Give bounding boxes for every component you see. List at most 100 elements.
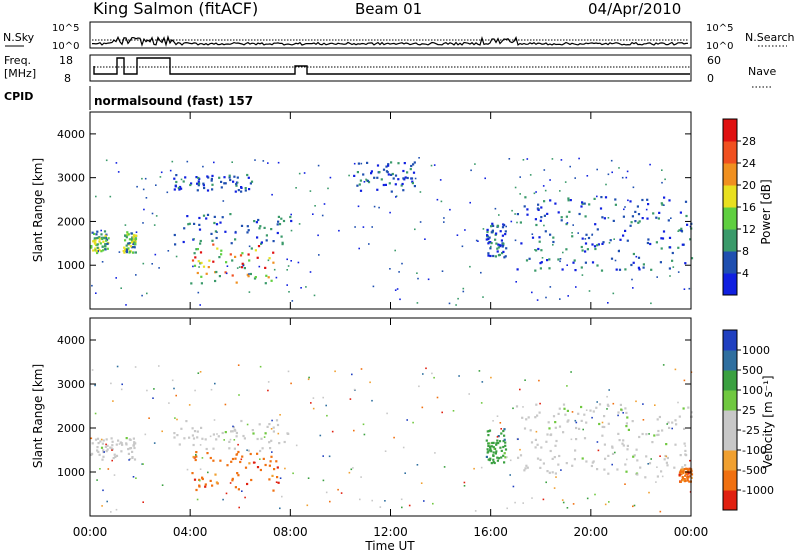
data-cell (132, 437, 135, 440)
data-cell (199, 304, 201, 306)
data-cell (661, 429, 664, 432)
data-cell (519, 388, 521, 391)
data-cell (492, 458, 495, 461)
data-cell (238, 506, 240, 509)
data-cell (219, 221, 222, 224)
data-cell (502, 445, 505, 449)
data-cell (494, 452, 497, 455)
data-cell (660, 470, 663, 473)
data-cell (178, 188, 181, 191)
data-cell (624, 206, 626, 208)
data-cell (416, 272, 418, 274)
data-cell (531, 236, 535, 239)
data-cell (496, 250, 499, 253)
data-cell (680, 227, 683, 230)
data-cell (252, 461, 256, 464)
data-cell (173, 177, 176, 180)
data-cell (212, 459, 215, 462)
data-cell (689, 475, 692, 478)
data-cell (232, 180, 235, 183)
data-cell (651, 441, 654, 444)
data-cell (572, 224, 574, 226)
data-cell (560, 219, 563, 222)
data-cell (348, 174, 350, 177)
colorbar-swatch (723, 119, 737, 142)
data-cell (645, 433, 648, 436)
station-title: King Salmon (fitACF) (93, 0, 258, 18)
data-cell (281, 243, 284, 246)
data-cell (400, 498, 403, 501)
colorbar-swatch (723, 450, 737, 471)
data-cell (690, 476, 693, 479)
data-cell (408, 504, 411, 507)
data-cell (677, 271, 680, 273)
data-cell (670, 217, 672, 219)
data-cell (132, 234, 136, 237)
data-cell (519, 193, 521, 195)
data-cell (637, 213, 641, 216)
data-cell (487, 238, 490, 241)
data-cell (240, 190, 243, 193)
colorbar-tick-label: 500 (742, 364, 763, 377)
data-cell (196, 182, 199, 185)
data-cell (295, 187, 297, 189)
data-cell (197, 176, 200, 180)
data-cell (519, 454, 523, 457)
data-cell (546, 259, 549, 262)
data-cell (515, 405, 519, 408)
colorbar-swatch (723, 163, 737, 186)
y-tick-label: 4000 (57, 128, 85, 141)
data-cell (213, 161, 215, 164)
data-cell (562, 501, 565, 504)
data-cell (641, 217, 644, 220)
data-cell (412, 421, 414, 424)
data-cell (275, 460, 278, 463)
data-cell (192, 265, 194, 268)
colorbar-tick-label: -25 (742, 424, 760, 437)
data-cell (617, 411, 620, 414)
data-cell (671, 421, 674, 424)
data-cell (236, 453, 239, 455)
data-cell (596, 468, 599, 471)
data-cell (182, 180, 185, 183)
data-cell (262, 457, 265, 460)
data-cell (477, 240, 479, 242)
data-cell (260, 241, 263, 244)
data-cell (313, 294, 316, 297)
data-cell (554, 426, 557, 429)
data-cell (166, 191, 169, 194)
data-cell (277, 481, 280, 484)
data-cell (514, 213, 516, 215)
data-cell (553, 487, 556, 489)
data-cell (91, 231, 94, 234)
data-cell (197, 260, 200, 263)
data-cell (264, 463, 267, 467)
data-cell (585, 233, 588, 236)
data-cell (681, 466, 684, 469)
data-cell (402, 169, 405, 173)
data-cell (489, 241, 492, 244)
data-cell (321, 214, 324, 217)
data-cell (244, 466, 248, 469)
data-cell (225, 261, 228, 264)
data-cell (249, 452, 252, 456)
data-cell (353, 429, 355, 432)
data-cell (632, 261, 635, 264)
data-cell (516, 221, 518, 224)
data-cell (267, 162, 269, 164)
data-cell (209, 435, 212, 438)
data-cell (390, 161, 393, 164)
data-cell (463, 485, 466, 487)
data-cell (201, 476, 204, 479)
data-cell (503, 461, 506, 464)
data-cell (638, 435, 641, 439)
data-cell (631, 215, 634, 218)
data-cell (526, 213, 529, 216)
data-cell (116, 365, 119, 368)
data-cell (410, 177, 414, 180)
data-cell (215, 236, 218, 240)
data-cell (93, 232, 96, 235)
data-cell (500, 239, 503, 242)
data-cell (504, 441, 507, 444)
